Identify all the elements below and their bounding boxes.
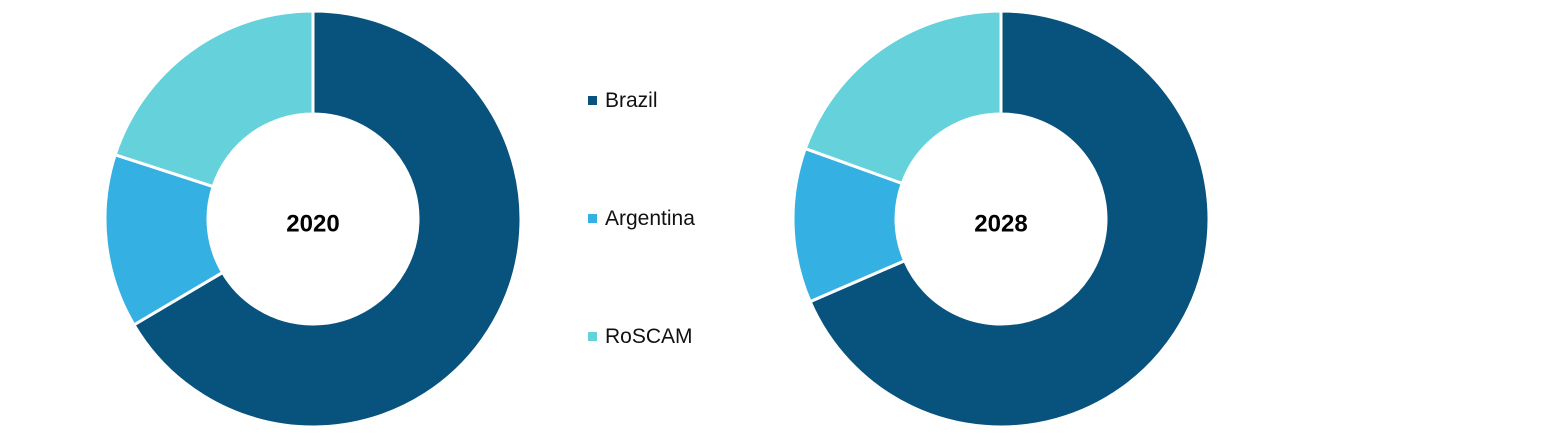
legend-label-argentina: Argentina <box>605 207 695 230</box>
slice-roscam-2028 <box>803 9 1003 186</box>
donut-chart-2020: 2020 <box>103 9 523 429</box>
legend-swatch-brazil <box>588 96 597 105</box>
legend-swatch-roscam <box>588 332 597 341</box>
slice-brazil-2020 <box>131 9 523 429</box>
center-label-2020: 2020 <box>286 210 339 237</box>
legend-swatch-argentina <box>588 214 597 223</box>
donut-chart-2028: 2028 <box>791 9 1211 429</box>
slice-roscam-2020 <box>113 9 315 189</box>
slice-brazil-2028 <box>808 9 1211 429</box>
legend-label-brazil: Brazil <box>605 89 658 112</box>
center-label-2028: 2028 <box>974 210 1027 237</box>
legend-label-roscam: RoSCAM <box>605 325 693 348</box>
